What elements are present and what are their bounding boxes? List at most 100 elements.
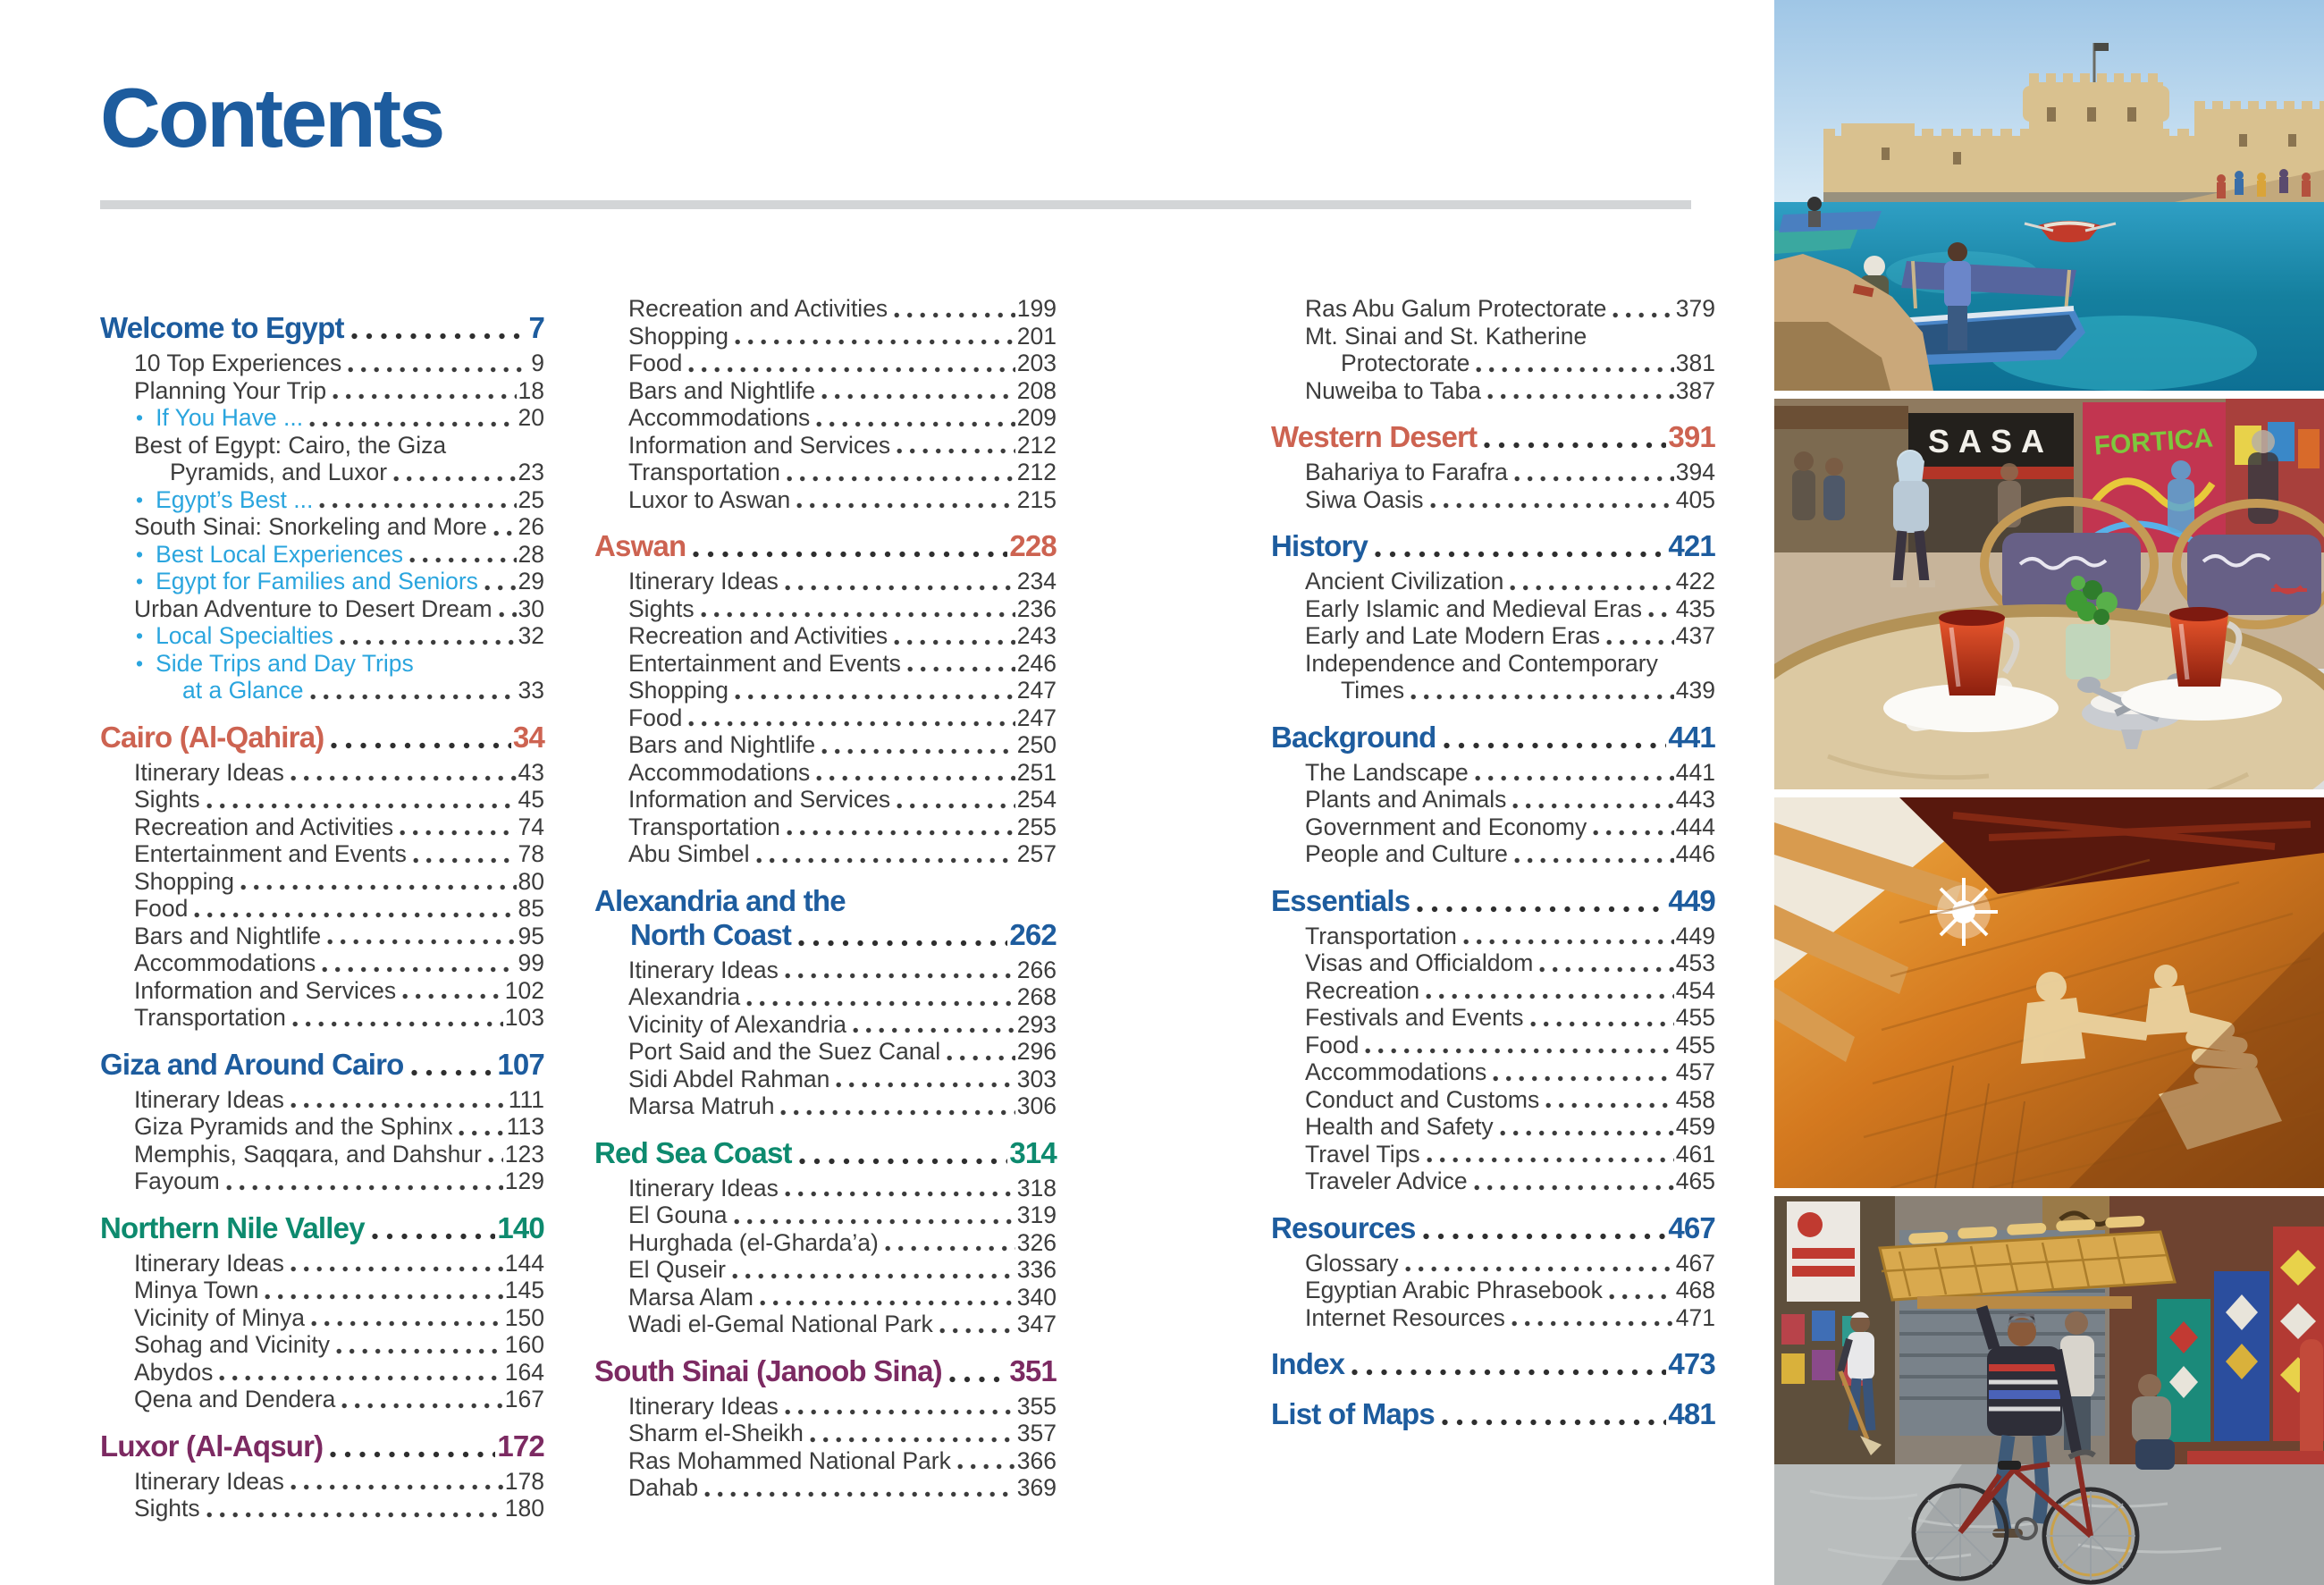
toc-entry-label: Recreation and Activities — [628, 622, 888, 649]
dot-leader — [341, 1401, 503, 1410]
page-number: 23 — [518, 459, 544, 485]
toc-entry: Fayoum 129 — [100, 1168, 544, 1195]
toc-entry: Traveler Advice 465 — [1271, 1168, 1715, 1195]
toc-entry-label: Itinerary Ideas — [628, 568, 779, 594]
dot-leader — [798, 1156, 1008, 1166]
page-number: 30 — [518, 594, 544, 622]
temple-relief-photo — [1774, 797, 2324, 1188]
page-number: 201 — [1016, 322, 1057, 350]
sweeping-man — [1837, 1311, 1882, 1455]
toc-section-entry: Luxor (Al-Aqsur) 172 — [100, 1429, 545, 1463]
toc-entry: Luxor to Aswan 215 — [594, 486, 1057, 514]
page-number: 167 — [504, 1386, 544, 1412]
toc-entry: Transportation 449 — [1271, 923, 1715, 950]
dot-leader — [809, 1435, 1015, 1444]
toc-entry: • Best Local Experiences 28 — [100, 541, 544, 569]
bullet-icon: • — [136, 651, 144, 675]
toc-entry-label: Itinerary Ideas — [134, 1467, 284, 1495]
page-number: 9 — [531, 350, 544, 376]
toc-entry: Bars and Nightlife 95 — [100, 923, 544, 950]
toc-entry-label: Side Trips and Day Trips — [156, 649, 414, 677]
toc-entry-label: Food — [628, 704, 683, 731]
toc-section-label: Essentials — [1271, 883, 1410, 917]
toc-entry-label: Mt. Sinai and St. Katherine — [1305, 322, 1587, 350]
page-number: 254 — [1016, 786, 1057, 813]
page-number: 228 — [1009, 529, 1057, 562]
toc-entry: Urban Adventure to Desert Dream 30 — [100, 595, 544, 623]
dot-leader — [784, 972, 1015, 980]
page-number: 180 — [504, 1495, 544, 1522]
dot-leader — [410, 1067, 496, 1077]
page-number: 449 — [1668, 883, 1715, 917]
street-cafe-tea-photo: SASA FORTICA — [1774, 399, 2324, 789]
page-number: 95 — [518, 922, 544, 949]
toc-entry: Mt. Sinai and St. Katherine — [1271, 323, 1715, 350]
toc-section-entry: Northern Nile Valley 140 — [100, 1210, 545, 1245]
toc-section-entry: Western Desert 391 — [1271, 420, 1716, 454]
toc-entry-label: Accommodations — [1305, 1058, 1487, 1085]
toc-entry-label: People and Culture — [1305, 840, 1508, 867]
page-number: 446 — [1675, 840, 1715, 867]
toc-entry: Food 247 — [594, 704, 1057, 732]
toc-entry: Sights 45 — [100, 786, 544, 814]
toc-entry-label: Festivals and Events — [1305, 1004, 1524, 1031]
toc-section-entry: History 421 — [1271, 529, 1716, 563]
toc-section-entry: Aswan 228 — [594, 529, 1057, 563]
dot-leader — [206, 1510, 503, 1519]
toc-entry-label: Vicinity of Minya — [134, 1303, 305, 1331]
page-number: 140 — [497, 1210, 544, 1244]
page-number: 366 — [1016, 1446, 1057, 1474]
dot-leader — [1512, 801, 1674, 810]
dot-leader — [1612, 310, 1674, 319]
dot-leader — [1441, 1418, 1667, 1427]
dot-leader — [735, 338, 1015, 346]
dot-leader — [330, 1449, 496, 1459]
dot-leader — [947, 1053, 1015, 1062]
toc-entry-label: Ras Abu Galum Protectorate — [1305, 295, 1607, 322]
dot-leader — [1510, 583, 1674, 592]
toc-entry: Bars and Nightlife 250 — [594, 731, 1057, 759]
dot-leader — [322, 965, 517, 974]
toc-entry: at a Glance 33 — [100, 677, 544, 704]
toc-entry: Itinerary Ideas 178 — [100, 1468, 544, 1496]
page-number: 20 — [518, 404, 544, 431]
toc-entry: Hurghada (el-Gharda’a) 326 — [594, 1229, 1057, 1257]
toc-entry: Conduct and Customs 458 — [1271, 1086, 1715, 1114]
toc-entry-label: Sharm el-Sheikh — [628, 1420, 804, 1446]
toc-entry-label: Times — [1341, 677, 1405, 704]
dot-leader — [798, 938, 1008, 948]
toc-entry: Independence and Contemporary — [1271, 650, 1715, 678]
dot-leader — [319, 502, 517, 510]
toc-entry: Itinerary Ideas 111 — [100, 1086, 544, 1114]
page-number: 85 — [518, 895, 544, 922]
toc-entry: Giza Pyramids and the Sphinx 113 — [100, 1113, 544, 1141]
toc-entry: Minya Town 145 — [100, 1277, 544, 1304]
page-number: 247 — [1016, 704, 1057, 731]
dot-leader — [1473, 1183, 1674, 1192]
dot-leader — [821, 392, 1015, 400]
toc-section-entry: Alexandria and the — [594, 884, 1057, 918]
toc-entry: Accommodations 99 — [100, 949, 544, 977]
dot-leader — [894, 637, 1015, 646]
toc-entry-label: Independence and Contemporary — [1305, 649, 1658, 677]
dot-leader — [309, 419, 517, 428]
toc-entry-label: Early and Late Modern Eras — [1305, 622, 1600, 649]
toc-entry: Vicinity of Minya 150 — [100, 1304, 544, 1332]
dot-leader — [309, 692, 517, 701]
toc-entry: Shopping 201 — [594, 323, 1057, 350]
toc-entry: Ras Abu Galum Protectorate 379 — [1271, 295, 1715, 323]
dot-leader — [225, 1183, 503, 1192]
page-number: 243 — [1016, 622, 1057, 649]
quay-people — [2217, 169, 2311, 198]
cyclist — [1975, 1305, 2082, 1538]
toc-entry: Dahab 369 — [594, 1474, 1057, 1502]
page-number: 319 — [1016, 1201, 1057, 1228]
toc-entry-label: The Landscape — [1305, 758, 1469, 786]
toc-entry-label: Sights — [134, 786, 200, 813]
toc-entry-label: 10 Top Experiences — [134, 350, 342, 376]
sunburst — [1930, 878, 1998, 946]
page-number: 26 — [518, 513, 544, 540]
toc-entry: Government and Economy 444 — [1271, 814, 1715, 841]
toc-entry: Recreation and Activities 243 — [594, 622, 1057, 650]
dot-leader — [412, 856, 517, 864]
